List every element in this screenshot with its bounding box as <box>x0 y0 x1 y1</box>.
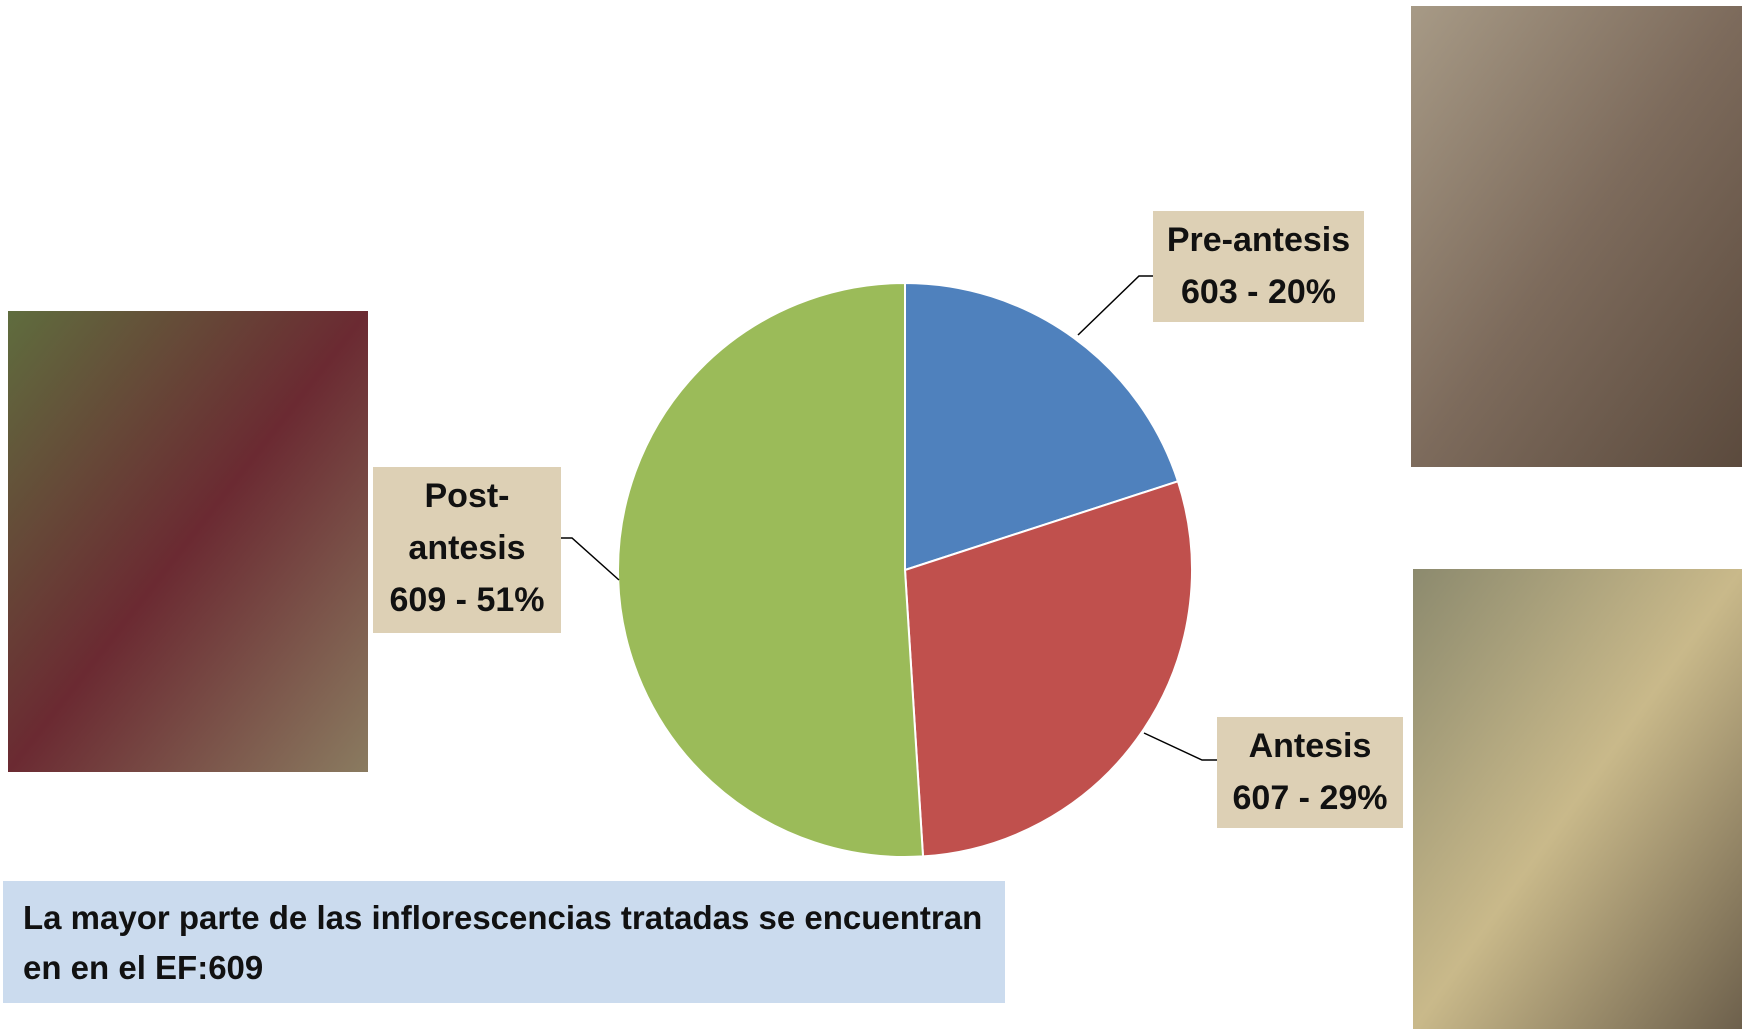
pie-slice <box>617 281 925 858</box>
label-value: 603 - 20% <box>1181 273 1336 311</box>
label-category: Pre-antesis <box>1166 221 1351 259</box>
data-label: Antesis 607 - 29% <box>1217 717 1403 828</box>
label-value: 607 - 29% <box>1232 779 1388 817</box>
pie <box>617 281 1193 858</box>
pie-slice <box>904 281 1180 572</box>
photo <box>8 311 368 772</box>
label-value: 609 - 51% <box>389 581 545 619</box>
data-label: Post-antesis 609 - 51% <box>373 467 561 633</box>
photo <box>1411 6 1742 467</box>
label-category: Post-antesis <box>408 477 526 567</box>
note: La mayor parte de las inflorescencias tr… <box>3 881 1005 1003</box>
photo <box>1413 569 1742 1029</box>
leader-line <box>561 537 620 581</box>
label-category: Antesis <box>1248 727 1372 765</box>
leader-line <box>1077 275 1153 336</box>
pie-slice <box>903 480 1193 858</box>
leader-line <box>1143 732 1217 761</box>
data-label: Pre-antesis 603 - 20% <box>1153 211 1364 322</box>
